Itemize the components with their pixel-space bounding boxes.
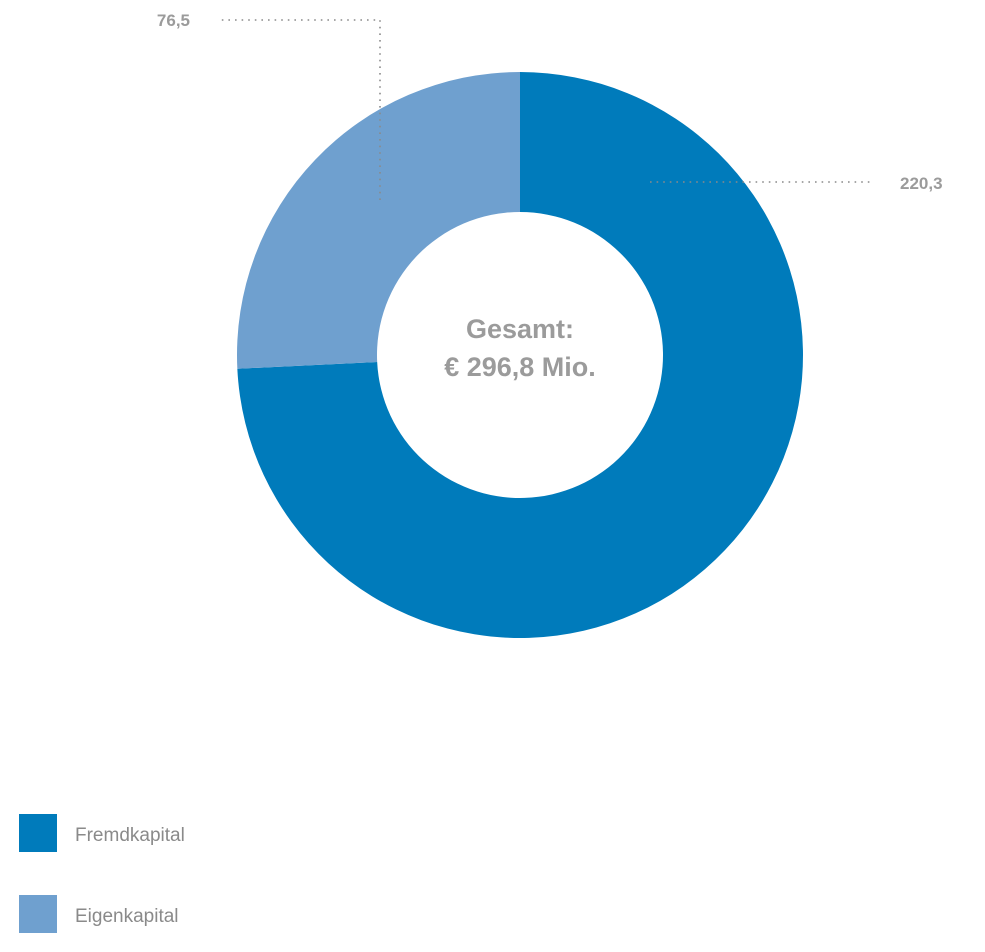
legend-label-eigenkapital: Eigenkapital bbox=[75, 906, 179, 927]
legend: Fremdkapital Eigenkapital bbox=[19, 814, 185, 933]
data-label-fremdkapital: 220,3 bbox=[900, 174, 943, 193]
legend-swatch-fremdkapital bbox=[19, 814, 57, 852]
center-label-title: Gesamt: bbox=[466, 314, 574, 344]
data-label-eigenkapital: 76,5 bbox=[157, 11, 190, 30]
legend-swatch-eigenkapital bbox=[19, 895, 57, 933]
slice-eigenkapital bbox=[237, 72, 521, 369]
legend-label-fremdkapital: Fremdkapital bbox=[75, 825, 185, 846]
leader-line-eigenkapital bbox=[218, 19, 381, 200]
center-label-total: € 296,8 Mio. bbox=[444, 352, 596, 382]
slice-fremdkapital bbox=[237, 72, 804, 638]
